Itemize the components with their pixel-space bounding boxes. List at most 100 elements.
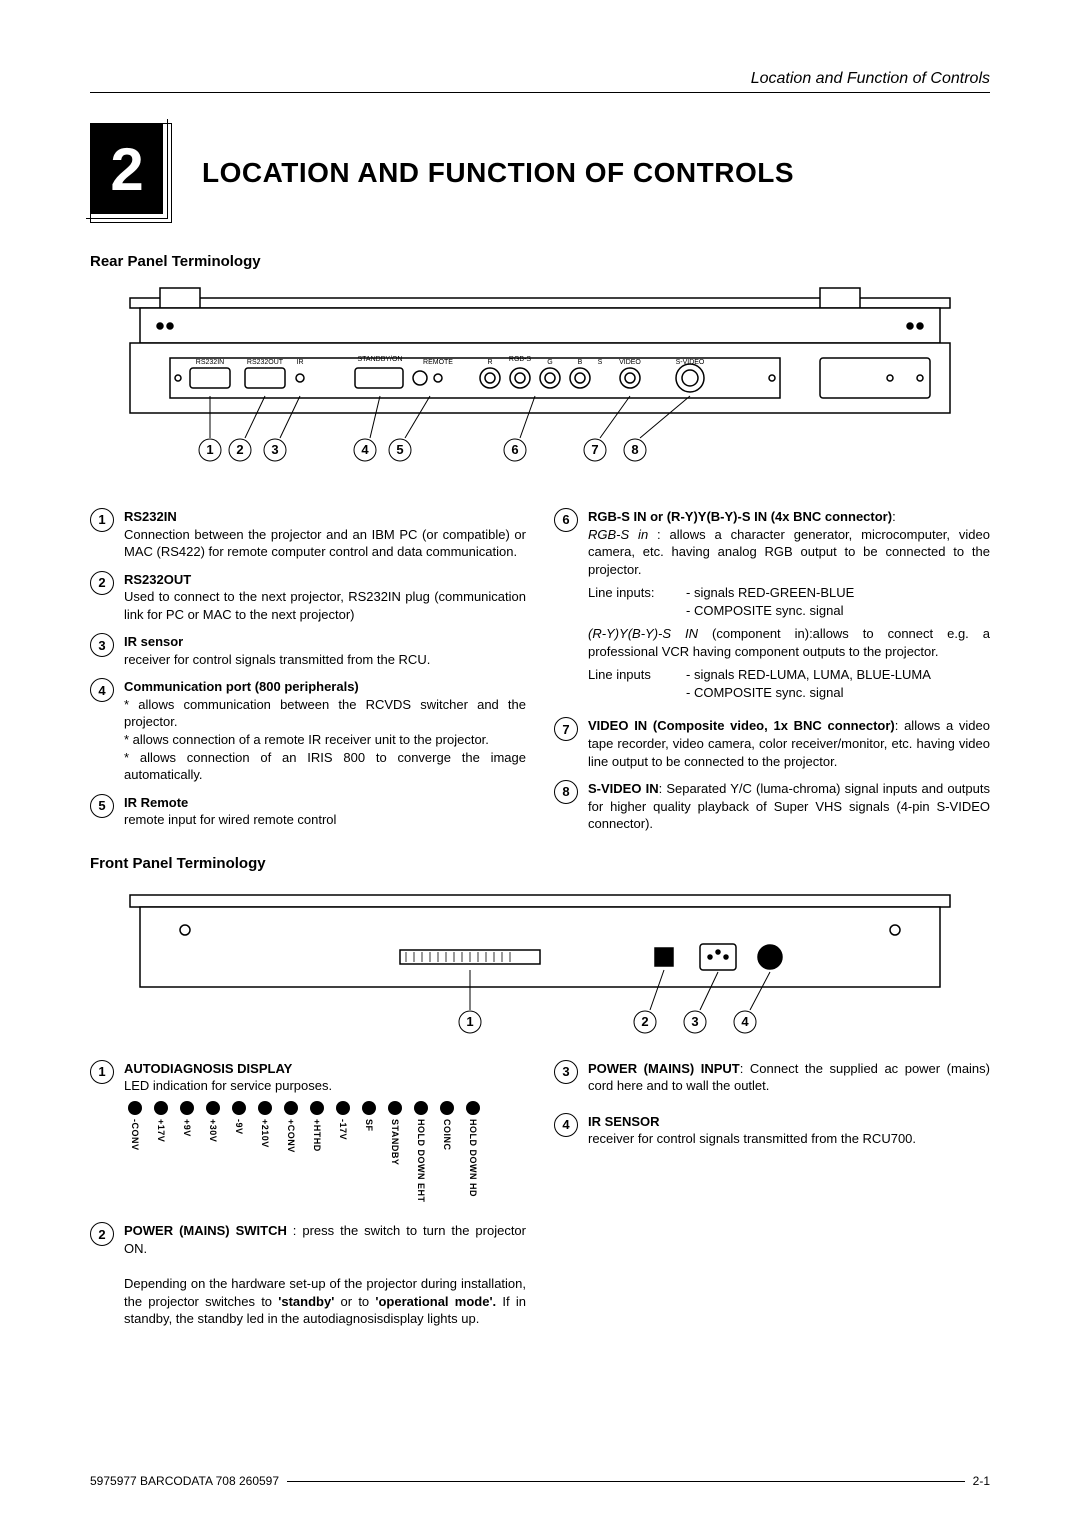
rear-item-3: 3 IR sensor receiver for control signals…: [90, 633, 526, 668]
svg-text:VIDEO: VIDEO: [619, 359, 641, 366]
item-title: AUTODIAGNOSIS DISPLAY: [124, 1061, 292, 1076]
svg-text:4: 4: [741, 1014, 749, 1029]
front-item-1: 1 AUTODIAGNOSIS DISPLAY LED indication f…: [90, 1060, 526, 1205]
rear-items: 1 RS232IN Connection between the project…: [90, 508, 990, 843]
led-indicator: +HTHD: [306, 1101, 328, 1152]
item-text: receiver for control signals transmitted…: [124, 652, 430, 667]
item-text: remote input for wired remote control: [124, 812, 336, 827]
led-dot-icon: [258, 1101, 272, 1115]
callout-number: 3: [90, 633, 114, 657]
callout-number: 5: [90, 794, 114, 818]
line-input-a: - signals RED-GREEN-BLUE: [686, 584, 854, 602]
item-title: S-VIDEO IN: [588, 781, 659, 796]
led-label: HOLD DOWN HD: [467, 1119, 479, 1197]
item-title: RS232OUT: [124, 572, 191, 587]
svg-text:G: G: [547, 359, 552, 366]
led-indicator: +30V: [202, 1101, 224, 1142]
led-indicator: SF: [358, 1101, 380, 1132]
svg-text:RGB-S: RGB-S: [509, 356, 532, 363]
led-dot-icon: [440, 1101, 454, 1115]
rgb-in-text: : allows a character generator, microcom…: [588, 527, 990, 577]
item-text: * allows communication between the RCVDS…: [124, 697, 526, 782]
front-panel-diagram: 1 2 3 4: [90, 880, 990, 1060]
callout-number: 4: [90, 678, 114, 702]
svg-text:4: 4: [361, 442, 369, 457]
rear-heading: Rear Panel Terminology: [90, 253, 990, 270]
header-rule: [90, 92, 990, 93]
chapter-badge-frame: 2: [90, 123, 172, 223]
led-dot-icon: [466, 1101, 480, 1115]
page-footer: 5975977 BARCODATA 708 260597 2-1: [90, 1474, 990, 1488]
rear-item-4: 4 Communication port (800 peripherals) *…: [90, 678, 526, 783]
line-input-b: - COMPOSITE sync. signal: [686, 602, 854, 620]
callout-number: 1: [90, 1060, 114, 1084]
extra-bold: 'operational mode'.: [375, 1294, 496, 1309]
footer-rule: [287, 1481, 965, 1482]
led-label: SF: [363, 1119, 375, 1132]
led-label: HOLD DOWN EHT: [415, 1119, 427, 1203]
chapter-number-badge: 2: [91, 124, 163, 214]
extra-text: or to: [334, 1294, 375, 1309]
item-title: IR Remote: [124, 795, 188, 810]
running-header: Location and Function of Controls: [90, 70, 990, 88]
front-left-col: 1 AUTODIAGNOSIS DISPLAY LED indication f…: [90, 1060, 526, 1338]
front-heading: Front Panel Terminology: [90, 855, 990, 872]
front-items: 1 AUTODIAGNOSIS DISPLAY LED indication f…: [90, 1060, 990, 1338]
line-input-a: - signals RED-LUMA, LUMA, BLUE-LUMA: [686, 666, 931, 684]
line-inputs-2: Line inputs - signals RED-LUMA, LUMA, BL…: [588, 666, 990, 701]
running-title: Location and Function of Controls: [751, 70, 990, 88]
svg-text:3: 3: [271, 442, 278, 457]
rear-item-8: 8 S-VIDEO IN: Separated Y/C (luma-chroma…: [554, 780, 990, 833]
led-dot-icon: [362, 1101, 376, 1115]
led-label: -9V: [233, 1119, 245, 1135]
led-dot-icon: [128, 1101, 142, 1115]
led-indicator: -9V: [228, 1101, 250, 1135]
rear-item-7: 7 VIDEO IN (Composite video, 1x BNC conn…: [554, 717, 990, 770]
svg-text:RS232IN: RS232IN: [196, 359, 224, 366]
svg-text:2: 2: [236, 442, 243, 457]
front-item-4: 4 IR SENSOR receiver for control signals…: [554, 1113, 990, 1148]
svg-text:IR: IR: [297, 359, 304, 366]
callout-number: 2: [90, 571, 114, 595]
rear-left-col: 1 RS232IN Connection between the project…: [90, 508, 526, 843]
item-text: receiver for control signals transmitted…: [588, 1131, 916, 1146]
led-indicator: COINC: [436, 1101, 458, 1151]
led-indicator: +17V: [150, 1101, 172, 1142]
led-dot-icon: [232, 1101, 246, 1115]
led-indicator: +210V: [254, 1101, 276, 1148]
led-indicator: HOLD DOWN HD: [462, 1101, 484, 1197]
led-label: -17V: [337, 1119, 349, 1140]
item-title: POWER (MAINS) SWITCH: [124, 1223, 287, 1238]
front-item-2: 2 POWER (MAINS) SWITCH : press the switc…: [90, 1222, 526, 1327]
svg-text:B: B: [578, 359, 583, 366]
callout-number: 6: [554, 508, 578, 532]
line-input-b: - COMPOSITE sync. signal: [686, 684, 931, 702]
rear-right-col: 6 RGB-S IN or (R-Y)Y(B-Y)-S IN (4x BNC c…: [554, 508, 990, 843]
led-dot-icon: [206, 1101, 220, 1115]
item-text: Connection between the projector and an …: [124, 527, 526, 560]
chapter-head: 2 LOCATION AND FUNCTION OF CONTROLS: [90, 123, 990, 223]
led-label: STANDBY: [389, 1119, 401, 1165]
svg-text:3: 3: [691, 1014, 698, 1029]
led-indicator: +CONV: [280, 1101, 302, 1153]
led-dot-icon: [154, 1101, 168, 1115]
callout-number: 1: [90, 508, 114, 532]
svg-text:1: 1: [206, 442, 213, 457]
svg-text:2: 2: [641, 1014, 648, 1029]
item-title: VIDEO IN (Composite video, 1x BNC connec…: [588, 718, 895, 733]
led-label: -CONV: [129, 1119, 141, 1151]
line-inputs-label: Line inputs:: [588, 584, 668, 619]
led-label: +CONV: [285, 1119, 297, 1153]
svg-text:6: 6: [511, 442, 518, 457]
footer-left: 5975977 BARCODATA 708 260597: [90, 1474, 279, 1488]
item-text: Used to connect to the next projector, R…: [124, 589, 526, 622]
callout-number: 3: [554, 1060, 578, 1084]
svg-text:7: 7: [591, 442, 598, 457]
rear-item-1: 1 RS232IN Connection between the project…: [90, 508, 526, 561]
callout-number: 4: [554, 1113, 578, 1137]
extra-bold: 'standby': [278, 1294, 334, 1309]
item-title: IR SENSOR: [588, 1114, 660, 1129]
led-indicator: -17V: [332, 1101, 354, 1140]
svg-text:STANDBY/ON: STANDBY/ON: [358, 356, 403, 363]
led-indicator: +9V: [176, 1101, 198, 1137]
